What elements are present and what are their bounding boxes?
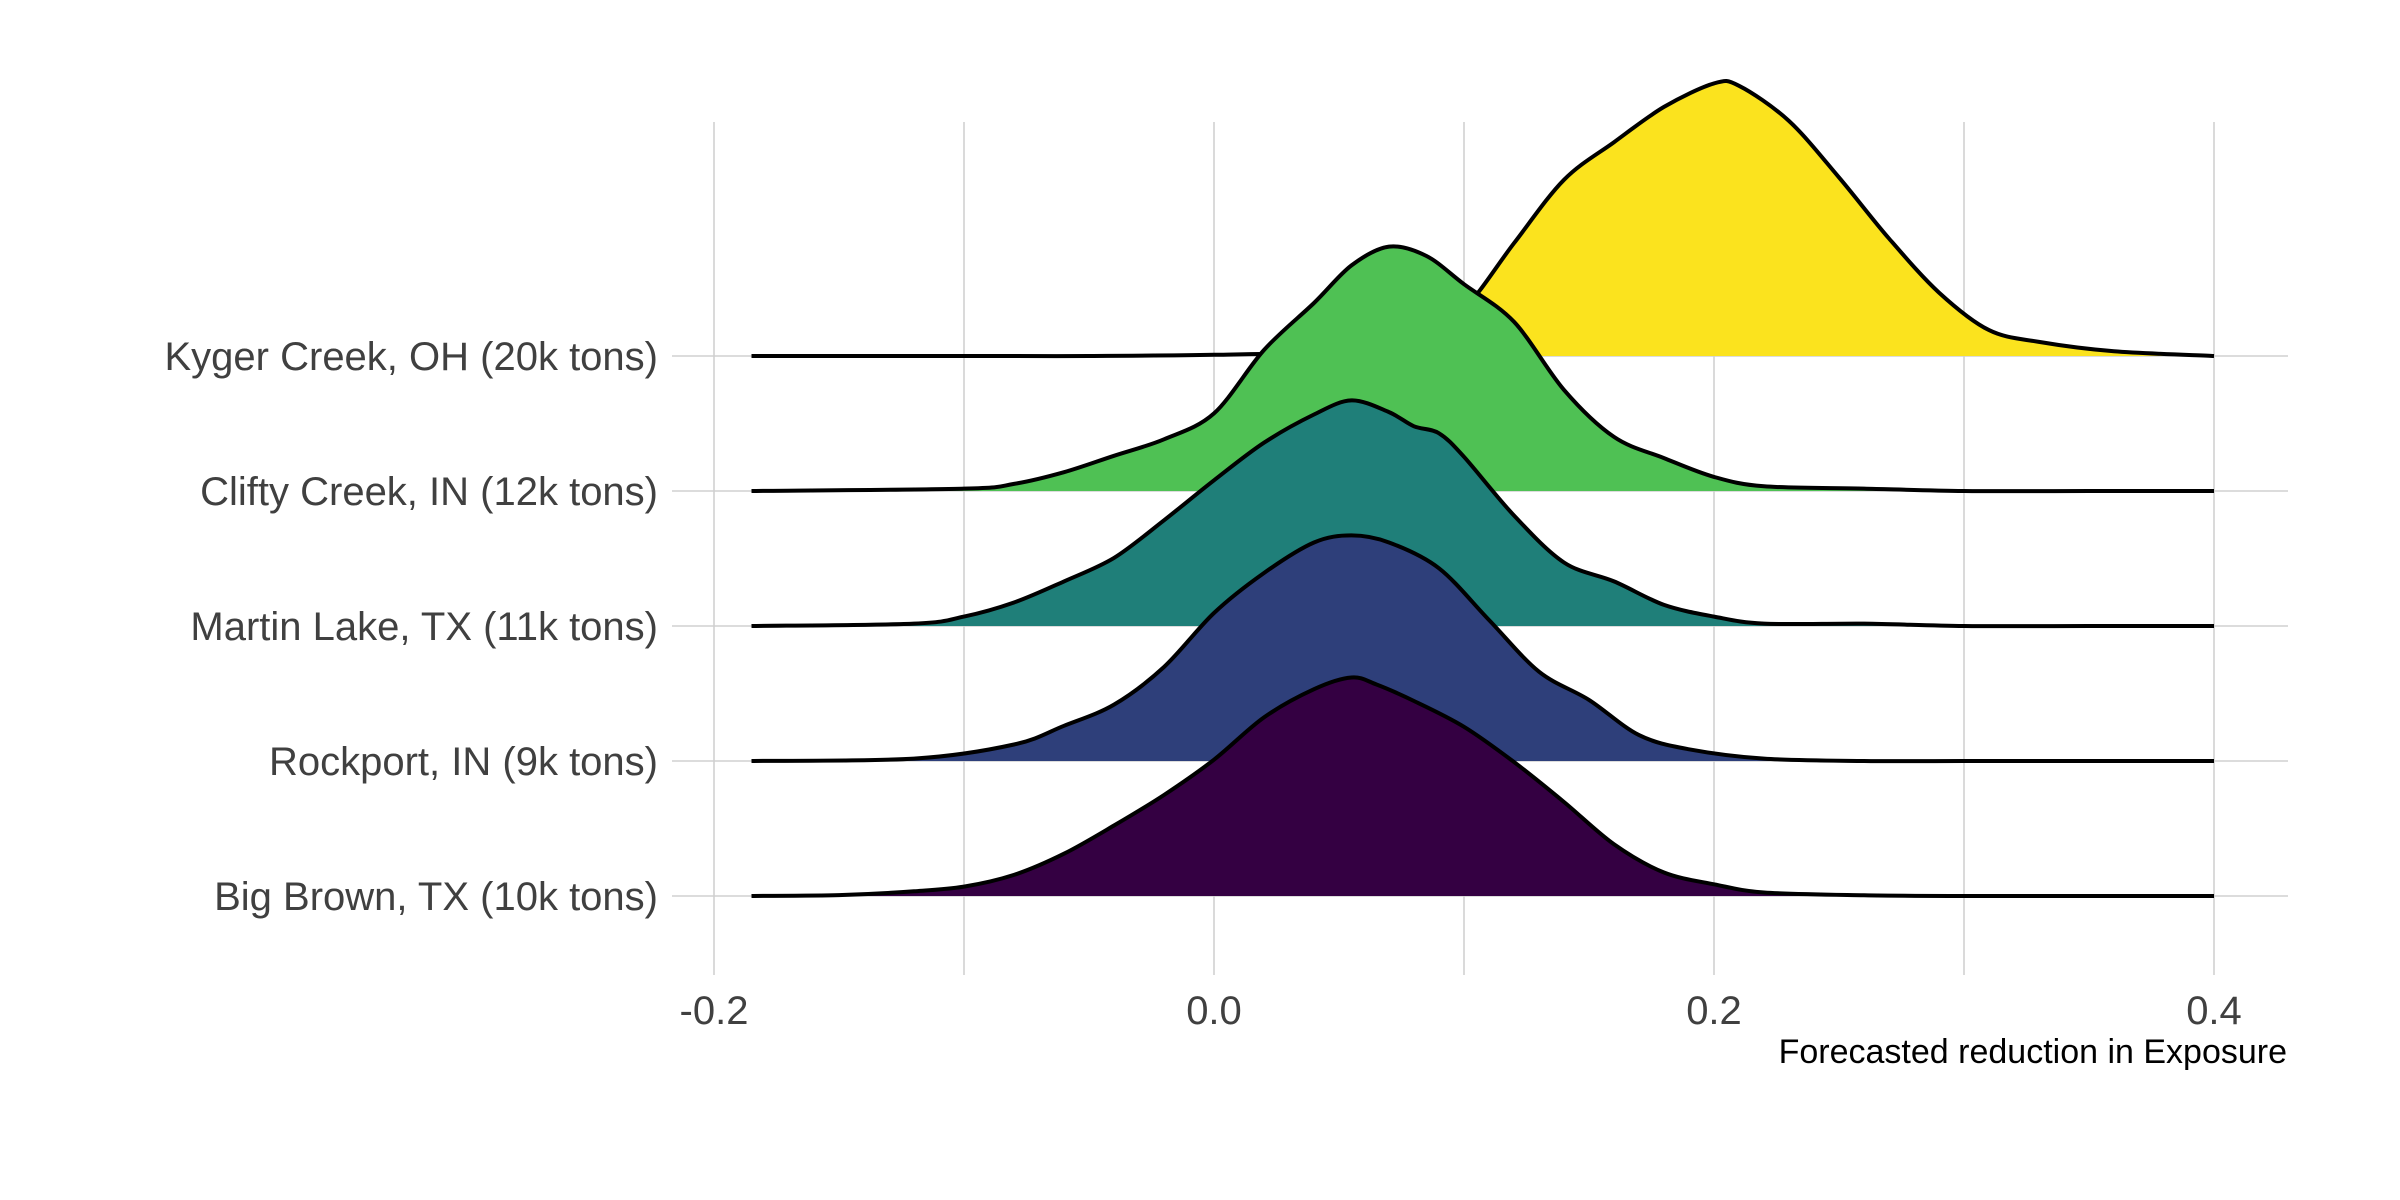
ridge-series (751, 675, 2214, 899)
category-labels: Big Brown, TX (10k tons) Rockport, IN (9k… (165, 335, 659, 919)
ridge-outline (751, 675, 2214, 899)
ridge-layer (751, 79, 2215, 899)
x-tick-label: -0.2 (680, 989, 749, 1033)
x-tick-labels: -0.2 0.0 0.2 0.4 (680, 989, 2242, 1033)
ridge-fill (751, 400, 2214, 627)
category-label: Clifty Creek, IN (12k tons) (200, 470, 658, 514)
ridge-outline (751, 79, 2215, 359)
x-tick-label: 0.0 (1186, 989, 1242, 1033)
ridge-fill (751, 80, 2214, 357)
ridge-outline (751, 533, 2214, 764)
ridge-fill (751, 246, 2214, 492)
x-axis-title: Forecasted reduction in Exposure (1779, 1033, 2287, 1071)
ridge-fill (751, 677, 2214, 897)
ridge-series (751, 533, 2214, 764)
category-label: Rockport, IN (9k tons) (269, 740, 658, 784)
x-tick-label: 0.2 (1686, 989, 1742, 1033)
category-label: Big Brown, TX (10k tons) (214, 875, 658, 919)
ridge-outline (751, 398, 2214, 629)
category-label: Martin Lake, TX (11k tons) (190, 605, 658, 649)
ridge-series (751, 79, 2215, 359)
category-label: Kyger Creek, OH (20k tons) (165, 335, 659, 379)
ridge-series (751, 398, 2214, 629)
x-tick-label: 0.4 (2186, 989, 2242, 1033)
ridge-series (751, 244, 2214, 494)
ridge-outline (751, 244, 2214, 494)
